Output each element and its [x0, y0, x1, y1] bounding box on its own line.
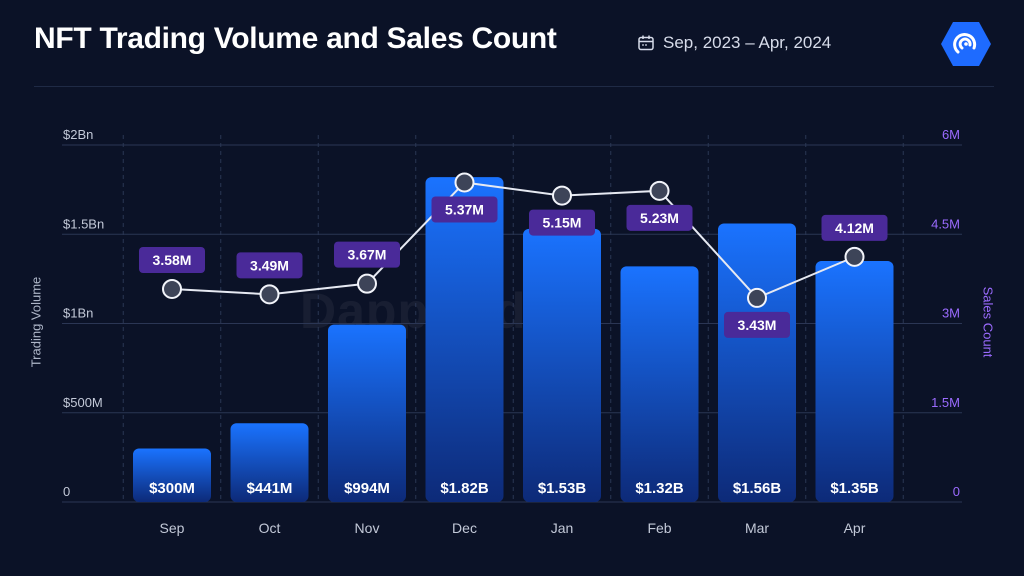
bar-trading-volume — [523, 228, 601, 502]
x-tick-label: Mar — [745, 520, 769, 536]
y-tick-label-right: 0 — [953, 484, 960, 499]
sales-label-box — [431, 196, 498, 223]
y-axis-title-right: Sales Count — [980, 286, 996, 358]
x-tick-label: Dec — [452, 520, 477, 536]
calendar-icon — [638, 35, 654, 51]
bar-trading-volume — [815, 261, 894, 502]
bar-value-label: $1.35B — [830, 480, 879, 497]
y-tick-label-left: $500M — [63, 395, 103, 410]
sales-value-label: 3.43M — [738, 317, 777, 333]
y-tick-label-right: 1.5M — [931, 395, 960, 410]
y-tick-label-left: 0 — [63, 484, 70, 499]
y-tick-label-right: 3M — [942, 306, 960, 321]
x-tick-label: Feb — [647, 520, 671, 536]
bar-value-label: $1.56B — [733, 480, 782, 497]
date-range-label: Sep, 2023 – Apr, 2024 — [663, 33, 832, 52]
sales-count-point — [747, 287, 767, 308]
bar-value-label: $300M — [149, 480, 195, 497]
sales-count-line — [171, 181, 855, 300]
sales-label-box — [139, 246, 205, 273]
y-tick-label-left: $1Bn — [63, 306, 93, 321]
sales-label-box — [724, 311, 790, 338]
sales-count-point — [259, 284, 280, 305]
sales-value-label: 4.12M — [835, 220, 874, 236]
y-tick-label-right: 4.5M — [931, 216, 960, 231]
sales-count-point — [162, 278, 182, 299]
y-tick-label-left: $2Bn — [63, 127, 93, 142]
bar-trading-volume — [328, 324, 406, 502]
sales-value-label: 5.23M — [640, 210, 679, 226]
bar-trading-volume — [425, 177, 504, 502]
bar-trading-volume — [230, 423, 309, 502]
sales-count-point — [552, 185, 572, 206]
sales-value-label: 5.37M — [445, 201, 484, 217]
y-tick-label-left: $1.5Bn — [63, 216, 104, 231]
sales-label-box — [821, 214, 888, 241]
bar-value-label: $1.53B — [538, 480, 587, 497]
sales-label-box — [236, 252, 303, 279]
date-range: Sep, 2023 – Apr, 2024 — [637, 33, 831, 53]
x-tick-label: Apr — [844, 520, 866, 536]
chart-title: NFT Trading Volume and Sales Count — [34, 22, 557, 55]
bar-trading-volume — [620, 266, 699, 502]
sales-label-box — [334, 241, 400, 268]
sales-label-box — [626, 204, 693, 231]
bar-trading-volume — [133, 448, 211, 502]
sales-value-label: 3.49M — [250, 257, 289, 273]
x-tick-label: Jan — [551, 520, 574, 536]
sales-label-box — [529, 209, 595, 236]
bar-value-label: $1.82B — [440, 480, 489, 497]
bar-value-label: $994M — [344, 480, 390, 497]
sales-value-label: 5.15M — [543, 215, 582, 231]
sales-count-point — [357, 273, 377, 294]
bar-trading-volume — [718, 223, 796, 503]
sales-count-point — [844, 246, 865, 267]
dappradar-logo — [941, 22, 991, 66]
y-tick-label-right: 6M — [942, 127, 960, 142]
y-axis-title-left: Trading Volume — [28, 276, 44, 368]
x-tick-label: Sep — [160, 520, 185, 536]
x-tick-label: Oct — [259, 520, 281, 536]
bar-value-label: $1.32B — [635, 480, 684, 497]
header-divider — [34, 86, 994, 87]
bar-value-label: $441M — [247, 480, 293, 497]
x-tick-label: Nov — [355, 520, 380, 536]
sales-count-point — [649, 180, 670, 201]
sales-value-label: 3.58M — [153, 252, 192, 268]
sales-count-point — [454, 172, 475, 193]
sales-value-label: 3.67M — [348, 247, 387, 263]
